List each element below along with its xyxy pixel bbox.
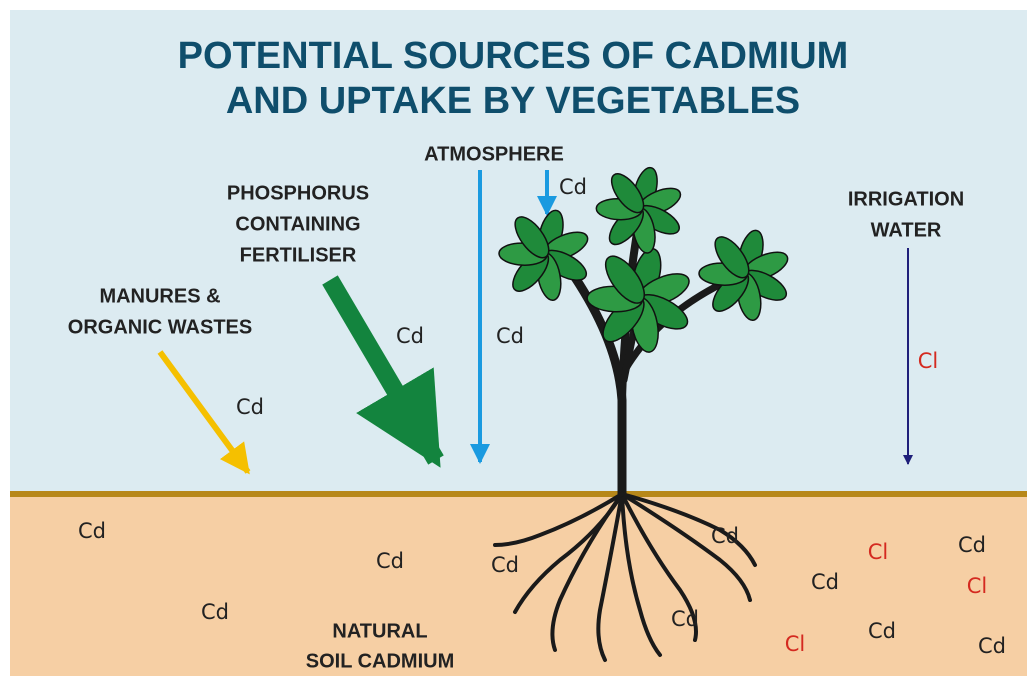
element-label: Cd — [201, 600, 229, 624]
element-label: Cl — [918, 349, 939, 373]
element-label: Cd — [811, 570, 839, 594]
source-label: NATURAL — [332, 620, 427, 642]
source-label: IRRIGATION — [848, 188, 964, 210]
title: POTENTIAL SOURCES OF CADMIUM — [178, 35, 849, 77]
element-label: Cd — [978, 634, 1006, 658]
source-label: FERTILISER — [240, 244, 357, 266]
diagram: POTENTIAL SOURCES OF CADMIUM AND UPTAKE … — [0, 0, 1027, 680]
element-label: Cd — [496, 324, 524, 348]
element-label: Cd — [671, 607, 699, 631]
element-label: Cd — [958, 533, 986, 557]
title: AND UPTAKE BY VEGETABLES — [226, 80, 800, 122]
element-label: Cl — [967, 574, 988, 598]
source-label: CONTAINING — [235, 213, 360, 235]
element-label: Cd — [396, 324, 424, 348]
element-label: Cd — [491, 553, 519, 577]
element-label: Cd — [376, 549, 404, 573]
element-label: Cd — [868, 619, 896, 643]
source-label: WATER — [871, 219, 942, 241]
source-label: ATMOSPHERE — [424, 143, 564, 165]
element-label: Cd — [711, 524, 739, 548]
source-label: MANURES & — [99, 285, 220, 307]
source-label: SOIL CADMIUM — [306, 650, 455, 672]
source-label: ORGANIC WASTES — [68, 316, 252, 338]
element-label: Cd — [236, 395, 264, 419]
source-label: PHOSPHORUS — [227, 182, 369, 204]
element-label: Cd — [78, 519, 106, 543]
element-label: Cd — [559, 175, 587, 199]
soil — [10, 494, 1027, 676]
element-label: Cl — [868, 540, 889, 564]
element-label: Cl — [785, 632, 806, 656]
